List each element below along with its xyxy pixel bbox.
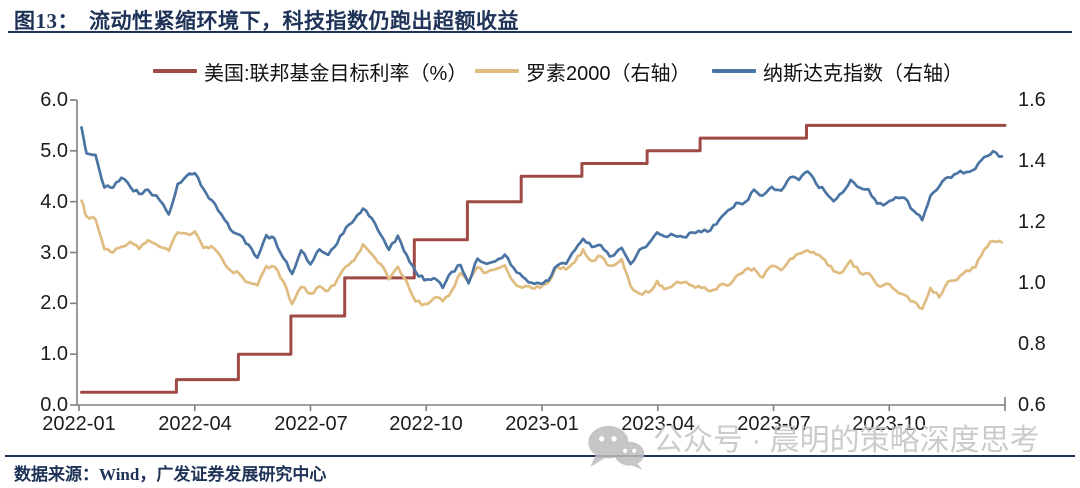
legend-item-russell2000: 罗素2000（右轴）: [475, 59, 691, 85]
axis-tick-label: 2023-10: [852, 413, 926, 435]
russell2000-line-swatch: [475, 69, 519, 73]
axis-tick-label: 2022-10: [389, 413, 463, 435]
axis-tick-label: 3.0: [40, 241, 68, 264]
footer-separator: [5, 455, 1075, 457]
axis-tick-label: 2023-07: [737, 413, 811, 435]
title-underline: [8, 31, 1072, 33]
axis-tick-label: 1.0: [1018, 272, 1046, 294]
legend-label-fed-rate: 美国:联邦基金目标利率（%）: [204, 62, 468, 85]
fed-rate-line-swatch: [153, 69, 197, 73]
axis-tick-label: 2022-04: [158, 413, 232, 435]
legend-item-nasdaq: 纳斯达克指数（右轴）: [712, 59, 963, 85]
figure-number-label: 图13：: [14, 9, 79, 33]
axis-tick-label: 1.2: [1018, 211, 1046, 233]
axis-tick-label: 2022-07: [274, 413, 348, 435]
axis-tick-label: 6.0: [40, 89, 68, 111]
axis-tick-label: 1.4: [1018, 150, 1046, 172]
axis-tick-label: 1.0: [40, 343, 68, 366]
axis-tick-label: 0.8: [1018, 333, 1046, 355]
axis-tick-label: 2.0: [40, 292, 68, 315]
legend-label-nasdaq: 纳斯达克指数（右轴）: [763, 62, 963, 85]
axis-tick-label: 2023-04: [621, 413, 695, 435]
data-source-note: 数据来源：Wind，广发证券发展研究中心: [14, 465, 327, 484]
nasdaq-line-swatch: [712, 69, 756, 73]
axis-tick-label: 0.0: [40, 394, 68, 416]
legend-label-russell2000: 罗素2000（右轴）: [526, 62, 691, 85]
axis-tick-label: 4.0: [40, 190, 68, 213]
axis-tick-label: 0.6: [1018, 394, 1046, 416]
axis-tick-label: 1.6: [1018, 89, 1046, 111]
legend-item-fed-rate: 美国:联邦基金目标利率（%）: [153, 59, 468, 85]
axis-tick-label: 5.0: [40, 139, 68, 162]
figure-title-text: 流动性紧缩环境下，科技指数仍跑出超额收益: [89, 9, 519, 33]
axis-tick-label: 2023-01: [505, 413, 579, 435]
figure-title: 图13： 流动性紧缩环境下，科技指数仍跑出超额收益: [14, 5, 519, 35]
axis-tick-label: 2022-01: [42, 413, 116, 435]
